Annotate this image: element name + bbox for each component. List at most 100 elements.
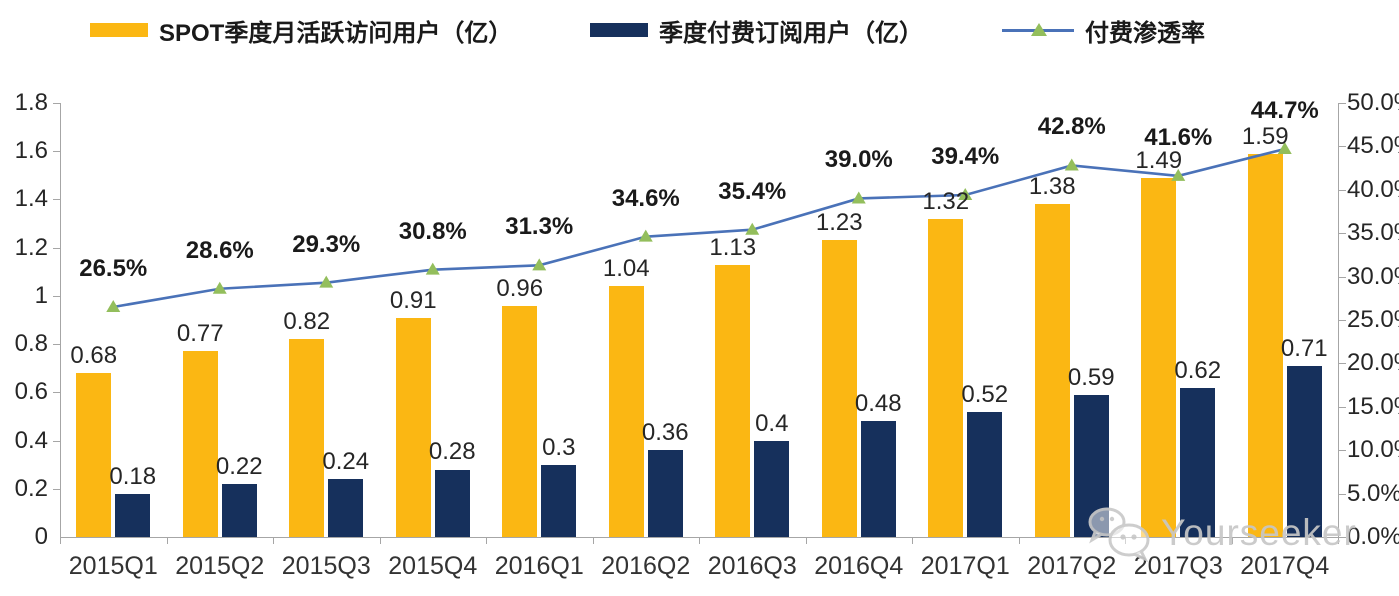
penetration-marker	[1171, 168, 1186, 181]
subs-bar	[754, 440, 790, 537]
maus-bar	[608, 286, 644, 537]
right-axis-tick	[1338, 493, 1346, 495]
penetration-marker	[638, 229, 653, 242]
penetration-value-label: 41.6%	[1144, 123, 1213, 151]
maus-bar	[928, 218, 964, 537]
subs-bar	[647, 450, 683, 537]
x-axis-label: 2016Q4	[814, 552, 904, 580]
wechat-icon	[1088, 507, 1150, 562]
subs-bar	[115, 493, 151, 537]
penetration-value-label: 44.7%	[1250, 97, 1319, 125]
subs-bar	[1286, 365, 1322, 537]
subs-value-label: 0.4	[755, 409, 789, 437]
right-axis-tick	[1338, 189, 1346, 191]
penetration-value-label: 35.4%	[718, 177, 787, 205]
left-axis-tick	[53, 199, 60, 201]
x-axis-tick	[486, 537, 487, 544]
penetration-marker	[1064, 158, 1079, 171]
x-axis-tick	[1338, 537, 1339, 544]
legend-label-penetration: 付费渗透率	[1085, 19, 1205, 47]
subs-swatch-icon	[590, 23, 648, 37]
right-axis-tick	[1338, 103, 1346, 104]
legend-item-subs: 季度付费订阅用户（亿）	[590, 14, 923, 47]
penetration-value-label: 34.6%	[611, 184, 680, 212]
y-axis-label-left: 0.4	[14, 426, 48, 454]
maus-bar	[76, 373, 112, 537]
subs-value-label: 0.71	[1280, 334, 1328, 362]
maus-bar	[1034, 204, 1070, 537]
legend-item-maus: SPOT季度月活跃访问用户（亿）	[90, 14, 513, 47]
y-axis-label-right: 35.0%	[1347, 219, 1399, 247]
triangle-marker-icon	[1031, 23, 1047, 36]
x-axis-tick	[60, 537, 61, 544]
maus-value-label: 0.77	[176, 320, 224, 348]
y-axis-label-left: 0.2	[14, 474, 48, 502]
maus-value-label: 0.68	[70, 342, 118, 370]
y-axis-label-right: 40.0%	[1347, 175, 1399, 203]
maus-bar	[821, 240, 857, 537]
maus-value-label: 1.13	[709, 233, 757, 261]
right-axis-tick	[1338, 406, 1346, 408]
left-axis-tick	[53, 103, 60, 104]
x-axis-label: 2017Q4	[1240, 552, 1330, 580]
x-axis-label: 2016Q3	[707, 552, 797, 580]
penetration-marker	[425, 262, 440, 275]
subs-value-label: 0.59	[1067, 363, 1115, 391]
legend-label-subs: 季度付费订阅用户（亿）	[659, 19, 923, 47]
penetration-value-label: 39.4%	[931, 143, 1000, 170]
penetration-line	[106, 142, 1292, 312]
penetration-marker	[958, 188, 973, 201]
right-axis-tick	[1338, 276, 1346, 278]
penetration-marker	[532, 258, 547, 271]
subs-value-label: 0.24	[322, 448, 370, 476]
x-axis-label: 2017Q1	[920, 552, 1010, 580]
legend-label-maus: SPOT季度月活跃访问用户（亿）	[159, 19, 513, 47]
subs-value-label: 0.48	[854, 390, 902, 418]
left-axis	[60, 103, 61, 538]
y-axis-label-right: 30.0%	[1347, 262, 1399, 290]
x-axis-tick	[699, 537, 700, 544]
left-axis-tick	[53, 488, 60, 490]
maus-value-label: 0.91	[389, 286, 437, 314]
x-axis-tick	[805, 537, 807, 544]
y-axis-label-right: 10.0%	[1347, 436, 1399, 464]
y-axis-label-right: 25.0%	[1347, 306, 1399, 333]
penetration-marker	[212, 281, 227, 294]
watermark-text: Yourseeker	[1161, 512, 1357, 553]
y-axis-label-left: 1.6	[14, 137, 48, 165]
penetration-value-label: 31.3%	[505, 213, 574, 241]
right-axis-tick	[1338, 537, 1346, 538]
penetration-marker	[851, 191, 866, 204]
line-swatch-icon	[1002, 23, 1074, 37]
maus-value-label: 1.49	[1135, 146, 1183, 174]
maus-value-label: 1.38	[1028, 173, 1076, 201]
penetration-marker	[1277, 142, 1292, 155]
x-axis-label: 2015Q1	[68, 552, 158, 580]
right-axis-tick	[1338, 363, 1346, 365]
penetration-marker	[106, 299, 121, 312]
penetration-marker	[745, 222, 760, 235]
plot-area: 0.68 0.18 26.5% 0.77 0.22 28.6% 0.82 0.24 29.3% 0…	[60, 97, 1338, 537]
subs-value-label: 0.62	[1174, 356, 1222, 384]
maus-bar	[395, 317, 431, 537]
left-axis-tick	[53, 392, 60, 394]
left-axis-tick	[53, 295, 60, 297]
right-axis-tick	[1338, 320, 1346, 321]
left-axis-tick	[53, 440, 60, 442]
maus-value-label: 1.59	[1241, 122, 1289, 150]
y-axis-label-right: 20.0%	[1347, 349, 1399, 377]
subs-value-label: 0.28	[428, 438, 476, 466]
watermark: Yourseeker	[1085, 504, 1357, 562]
penetration-value-label: 39.0%	[824, 146, 893, 174]
x-axis-label: 2017Q2	[1027, 552, 1117, 580]
subs-value-label: 0.18	[109, 462, 157, 490]
maus-value-label: 0.82	[283, 308, 331, 336]
maus-swatch-icon	[90, 23, 148, 37]
x-axis-label: 2016Q1	[494, 552, 584, 580]
y-axis-label-right: 5.0%	[1347, 479, 1399, 507]
right-axis-tick	[1338, 146, 1346, 148]
maus-value-label: 1.23	[815, 209, 863, 237]
maus-value-label: 1.04	[602, 255, 650, 283]
subs-value-label: 0.52	[961, 380, 1009, 408]
